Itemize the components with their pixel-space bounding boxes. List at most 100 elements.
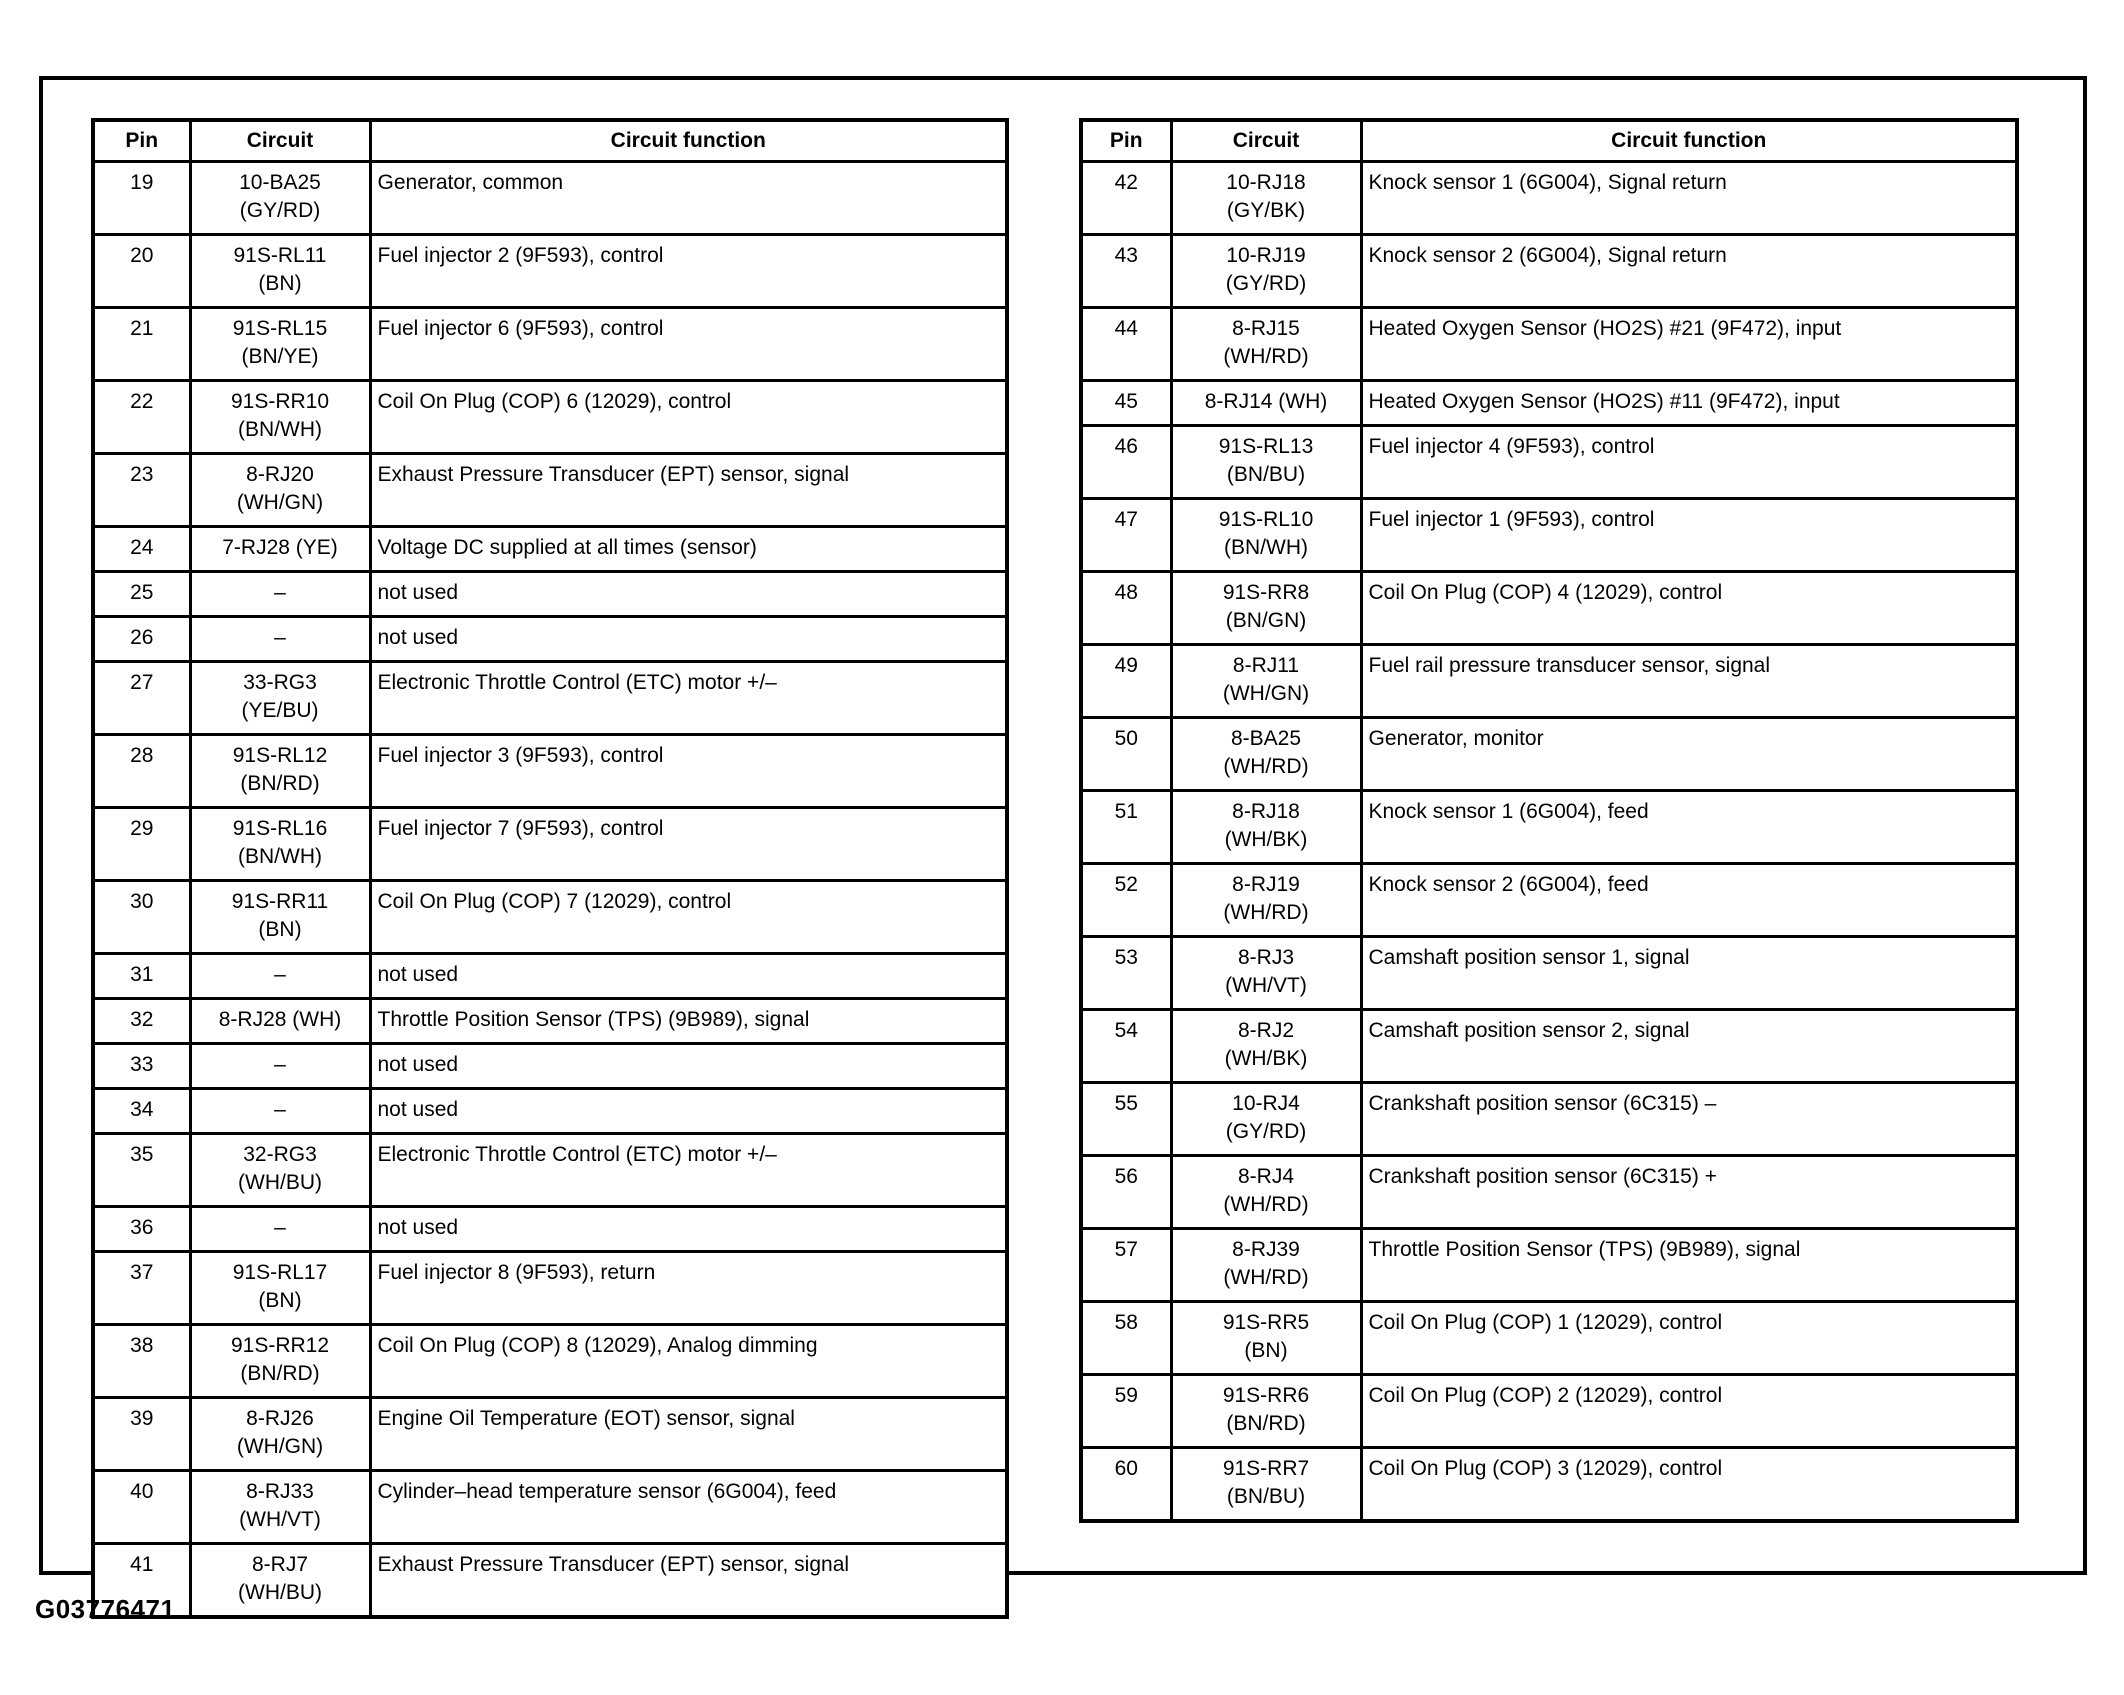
table-row: 38 91S-RR12 (BN/RD) Coil On Plug (COP) 8 (… [91, 1323, 1009, 1399]
cell-pin: 51 [1079, 789, 1173, 865]
cell-function: Coil On Plug (COP) 2 (12029), control [1359, 1373, 2019, 1449]
cell-pin: 37 [91, 1250, 192, 1326]
table-row: 40 8-RJ33 (WH/VT) Cylinder–head temperatur… [91, 1469, 1009, 1545]
table-row: 39 8-RJ26 (WH/GN) Engine Oil Temperature (… [91, 1396, 1009, 1472]
cell-function: Knock sensor 1 (6G004), Signal return [1359, 160, 2019, 236]
cell-pin: 54 [1079, 1008, 1173, 1084]
cell-circuit: 8-RJ33 (WH/VT) [188, 1469, 372, 1545]
cell-circuit: 91S-RR10 (BN/WH) [188, 379, 372, 455]
table-row: 28 91S-RL12 (BN/RD) Fuel injector 3 (9F593… [91, 733, 1009, 809]
column-header-pin: Pin [1079, 118, 1173, 163]
cell-pin: 20 [91, 233, 192, 309]
cell-circuit: 91S-RL10 (BN/WH) [1169, 497, 1363, 573]
table-row: 49 8-RJ11 (WH/GN) Fuel rail pressure trans… [1079, 643, 2019, 719]
table-row: 53 8-RJ3 (WH/VT) Camshaft position sensor … [1079, 935, 2019, 1011]
table-row: 51 8-RJ18 (WH/BK) Knock sensor 1 (6G004), … [1079, 789, 2019, 865]
cell-circuit: 91S-RR6 (BN/RD) [1169, 1373, 1363, 1449]
cell-function: Fuel injector 6 (9F593), control [368, 306, 1009, 382]
cell-pin: 50 [1079, 716, 1173, 792]
table-row: 22 91S-RR10 (BN/WH) Coil On Plug (COP) 6 (… [91, 379, 1009, 455]
cell-function: not used [368, 952, 1009, 1000]
cell-function: Coil On Plug (COP) 3 (12029), control [1359, 1446, 2019, 1523]
cell-function: Heated Oxygen Sensor (HO2S) #11 (9F472),… [1359, 379, 2019, 427]
cell-function: Coil On Plug (COP) 1 (12029), control [1359, 1300, 2019, 1376]
cell-pin: 31 [91, 952, 192, 1000]
table-row: 31– not used [91, 952, 1009, 1000]
cell-circuit: 33-RG3 (YE/BU) [188, 660, 372, 736]
cell-pin: 42 [1079, 160, 1173, 236]
cell-circuit: 91S-RR5 (BN) [1169, 1300, 1363, 1376]
cell-function: not used [368, 615, 1009, 663]
cell-circuit: 91S-RL13 (BN/BU) [1169, 424, 1363, 500]
table-row: 57 8-RJ39 (WH/RD) Throttle Position Sensor… [1079, 1227, 2019, 1303]
cell-function: Crankshaft position sensor (6C315) + [1359, 1154, 2019, 1230]
cell-function: Generator, monitor [1359, 716, 2019, 792]
cell-circuit: 91S-RL17 (BN) [188, 1250, 372, 1326]
table-row: 34– not used [91, 1087, 1009, 1135]
cell-pin: 33 [91, 1042, 192, 1090]
cell-circuit: 10-RJ19 (GY/RD) [1169, 233, 1363, 309]
cell-function: Coil On Plug (COP) 6 (12029), control [368, 379, 1009, 455]
table-row: 44 8-RJ15 (WH/RD) Heated Oxygen Sensor (HO… [1079, 306, 2019, 382]
cell-function: Knock sensor 2 (6G004), feed [1359, 862, 2019, 938]
cell-circuit: 91S-RR11 (BN) [188, 879, 372, 955]
cell-circuit: 8-RJ15 (WH/RD) [1169, 306, 1363, 382]
table-row: 25– not used [91, 570, 1009, 618]
cell-circuit: 8-RJ19 (WH/RD) [1169, 862, 1363, 938]
cell-function: Voltage DC supplied at all times (sensor… [368, 525, 1009, 573]
header-row: Pin Circuit Circuit function [91, 118, 1009, 163]
cell-pin: 56 [1079, 1154, 1173, 1230]
cell-pin: 21 [91, 306, 192, 382]
column-header-circuit: Circuit [1169, 118, 1363, 163]
cell-circuit: – [188, 1042, 372, 1090]
cell-pin: 41 [91, 1542, 192, 1619]
cell-function: Fuel injector 8 (9F593), return [368, 1250, 1009, 1326]
cell-circuit: 8-BA25 (WH/RD) [1169, 716, 1363, 792]
cell-pin: 60 [1079, 1446, 1173, 1523]
table-row: 56 8-RJ4 (WH/RD) Crankshaft position senso… [1079, 1154, 2019, 1230]
table-row: 30 91S-RR11 (BN) Coil On Plug (COP) 7 (120… [91, 879, 1009, 955]
cell-circuit: 10-RJ18 (GY/BK) [1169, 160, 1363, 236]
cell-function: Heated Oxygen Sensor (HO2S) #21 (9F472),… [1359, 306, 2019, 382]
table-row: 46 91S-RL13 (BN/BU) Fuel injector 4 (9F593… [1079, 424, 2019, 500]
column-header-circuit: Circuit [188, 118, 372, 163]
cell-circuit: 7-RJ28 (YE) [188, 525, 372, 573]
pinout-table-right: Pin Circuit Circuit function 42 10-RJ18 (… [1079, 118, 2019, 1523]
cell-function: Electronic Throttle Control (ETC) motor … [368, 660, 1009, 736]
table-row: 52 8-RJ19 (WH/RD) Knock sensor 2 (6G004), … [1079, 862, 2019, 938]
table-row: 55 10-RJ4 (GY/RD) Crankshaft position sens… [1079, 1081, 2019, 1157]
table-row: 32 8-RJ28 (WH) Throttle Position Sensor (T… [91, 997, 1009, 1045]
table-row: 43 10-RJ19 (GY/RD) Knock sensor 2 (6G004),… [1079, 233, 2019, 309]
cell-pin: 23 [91, 452, 192, 528]
cell-circuit: – [188, 1087, 372, 1135]
cell-circuit: 8-RJ4 (WH/RD) [1169, 1154, 1363, 1230]
column-header-circuit-function: Circuit function [368, 118, 1009, 163]
cell-pin: 46 [1079, 424, 1173, 500]
table-row: 27 33-RG3 (YE/BU) Electronic Throttle Cont… [91, 660, 1009, 736]
cell-circuit: 8-RJ28 (WH) [188, 997, 372, 1045]
cell-circuit: – [188, 1205, 372, 1253]
cell-pin: 40 [91, 1469, 192, 1545]
cell-function: Camshaft position sensor 2, signal [1359, 1008, 2019, 1084]
cell-function: Fuel injector 3 (9F593), control [368, 733, 1009, 809]
cell-circuit: 91S-RL11 (BN) [188, 233, 372, 309]
table-row: 42 10-RJ18 (GY/BK) Knock sensor 1 (6G004),… [1079, 160, 2019, 236]
cell-function: Knock sensor 2 (6G004), Signal return [1359, 233, 2019, 309]
table-row: 29 91S-RL16 (BN/WH) Fuel injector 7 (9F593… [91, 806, 1009, 882]
cell-circuit: – [188, 952, 372, 1000]
cell-circuit: 91S-RL15 (BN/YE) [188, 306, 372, 382]
cell-function: Fuel injector 1 (9F593), control [1359, 497, 2019, 573]
table-row: 48 91S-RR8 (BN/GN) Coil On Plug (COP) 4 (1… [1079, 570, 2019, 646]
table-row: 41 8-RJ7 (WH/BU) Exhaust Pressure Transduc… [91, 1542, 1009, 1619]
cell-pin: 38 [91, 1323, 192, 1399]
cell-circuit: 8-RJ14 (WH) [1169, 379, 1363, 427]
cell-function: Exhaust Pressure Transducer (EPT) sensor… [368, 1542, 1009, 1619]
cell-pin: 49 [1079, 643, 1173, 719]
cell-pin: 47 [1079, 497, 1173, 573]
cell-pin: 39 [91, 1396, 192, 1472]
cell-circuit: 32-RG3 (WH/BU) [188, 1132, 372, 1208]
column-header-pin: Pin [91, 118, 192, 163]
cell-pin: 52 [1079, 862, 1173, 938]
cell-circuit: 10-BA25 (GY/RD) [188, 160, 372, 236]
cell-pin: 45 [1079, 379, 1173, 427]
